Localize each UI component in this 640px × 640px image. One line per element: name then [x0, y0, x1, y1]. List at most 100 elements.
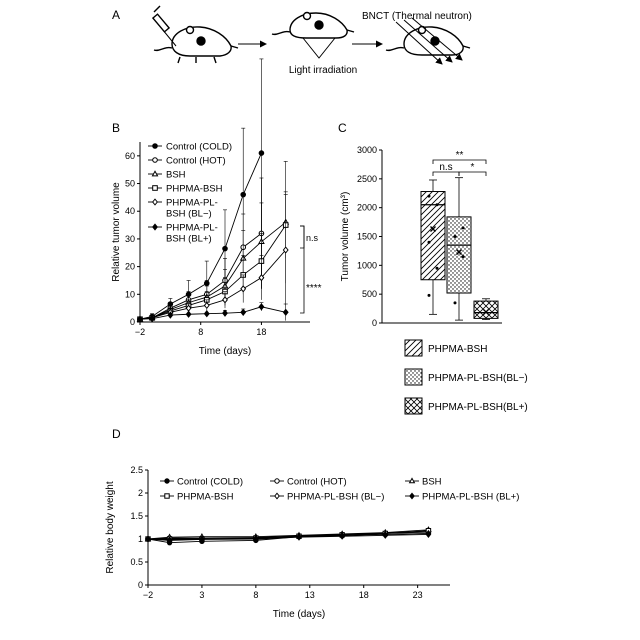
mouse-light-icon — [272, 13, 354, 59]
x-tick-label: 23 — [413, 590, 423, 600]
legend-label: PHPMA-PL-BSH (BL+) — [422, 492, 519, 503]
box-data-point — [428, 294, 431, 297]
light-irradiation-label: Light irradiation — [289, 65, 357, 76]
y-tick-label: 0 — [372, 318, 377, 328]
legend-label: Control (COLD) — [177, 477, 243, 488]
legend-marker — [165, 479, 169, 483]
panel-b-annotations: n.s **** — [300, 226, 322, 313]
legend-label: PHPMA-PL- — [166, 223, 218, 234]
panel-b-tumor-growth-chart: B 0102030405060−2818Time (days)Relative … — [111, 59, 322, 357]
box-data-point — [436, 203, 439, 206]
legend-marker — [153, 144, 158, 149]
x-tick-label: 8 — [253, 590, 258, 600]
y-tick-label: 500 — [362, 289, 377, 299]
y-tick-label: 1.5 — [130, 511, 143, 521]
y-tick-label: 1 — [138, 534, 143, 544]
legend-label: PHPMA-BSH — [428, 344, 487, 355]
legend-label: PHPMA-PL- — [166, 198, 218, 209]
x-tick-label: 18 — [256, 327, 266, 337]
y-tick-label: 2.5 — [130, 465, 143, 475]
legend-swatch — [405, 340, 422, 356]
four-star-label: **** — [306, 283, 322, 294]
legend-marker — [152, 171, 157, 176]
legend-label: BSH (BL−) — [166, 209, 212, 220]
box-data-point — [428, 241, 431, 244]
legend-marker — [410, 493, 414, 499]
significance-label: ** — [456, 150, 464, 161]
legend-marker — [275, 493, 279, 499]
legend-label: PHPMA-PL-BSH(BL−) — [428, 373, 528, 384]
x-tick-label: 18 — [359, 590, 369, 600]
legend-swatch — [405, 398, 422, 414]
panel-a-letter: A — [112, 8, 120, 22]
y-tick-label: 1000 — [357, 260, 377, 270]
legend-label: BSH — [166, 170, 186, 181]
data-point — [241, 309, 246, 315]
y-tick-label: 2000 — [357, 203, 377, 213]
y-tick-label: 0 — [138, 580, 143, 590]
legend-marker — [275, 479, 279, 483]
legend-label: PHPMA-PL-BSH(BL+) — [428, 402, 528, 413]
legend-label: BSH — [422, 477, 442, 488]
y-tick-label: 60 — [125, 151, 135, 161]
data-point — [223, 310, 228, 316]
y-axis-title: Tumor volume (cm³) — [340, 192, 351, 282]
panel-d-letter: D — [112, 427, 121, 441]
legend-label: Control (HOT) — [287, 477, 347, 488]
box — [474, 301, 498, 318]
legend-label: PHPMA-PL-BSH (BL−) — [287, 492, 384, 503]
x-tick-label: 3 — [199, 590, 204, 600]
box-data-point — [462, 226, 465, 229]
data-point — [241, 192, 246, 197]
legend-swatch — [405, 369, 422, 385]
data-point — [259, 304, 264, 310]
y-tick-label: 0 — [130, 317, 135, 327]
mouse-neutron-icon — [386, 18, 470, 64]
four-star-bracket — [300, 226, 304, 313]
x-tick-label: 13 — [305, 590, 315, 600]
legend-marker — [410, 478, 415, 482]
box — [447, 217, 471, 293]
mouse-injection-icon — [153, 6, 238, 63]
x-tick-label: −2 — [135, 327, 145, 337]
y-tick-label: 40 — [125, 206, 135, 216]
y-tick-label: 50 — [125, 179, 135, 189]
x-axis-title: Time (days) — [199, 346, 251, 357]
x-tick-label: −2 — [143, 590, 153, 600]
significance-label: * — [471, 162, 475, 173]
panel-c-letter: C — [338, 121, 347, 135]
data-point — [204, 311, 209, 317]
panel-d-body-weight-chart: D 0 0.5 1 1.5 2 2.5 −2 3 8 13 18 23 Time (days) Relat… — [105, 427, 519, 620]
y-tick-label: 1500 — [357, 232, 377, 242]
legend-marker — [153, 186, 158, 191]
legend-label: Control (COLD) — [166, 142, 232, 153]
legend-label: BSH (BL+) — [166, 234, 212, 245]
data-point — [223, 297, 228, 303]
box-data-point — [428, 195, 431, 198]
data-point — [204, 303, 209, 309]
y-tick-label: 2 — [138, 488, 143, 498]
x-axis-title: Time (days) — [273, 609, 325, 620]
y-tick-label: 10 — [125, 289, 135, 299]
y-tick-label: 20 — [125, 262, 135, 272]
data-point — [259, 151, 264, 156]
x-tick-label: 8 — [198, 327, 203, 337]
box-data-point — [454, 235, 457, 238]
ns-label: n.s — [306, 233, 319, 243]
legend-marker — [153, 199, 158, 205]
light-beam-icon — [303, 38, 335, 58]
legend-marker — [165, 494, 169, 498]
legend-label: Control (HOT) — [166, 156, 226, 167]
significance-label: n.s — [439, 162, 452, 173]
legend-marker — [153, 158, 158, 163]
data-point — [223, 246, 228, 251]
y-tick-label: 0.5 — [130, 557, 143, 567]
y-axis-title: Relative body weight — [105, 481, 116, 573]
box-data-point — [454, 301, 457, 304]
data-point — [241, 286, 246, 292]
y-tick-label: 2500 — [357, 174, 377, 184]
data-point — [283, 309, 288, 315]
data-point — [186, 311, 191, 317]
bnct-label: BNCT (Thermal neutron) — [362, 11, 472, 22]
